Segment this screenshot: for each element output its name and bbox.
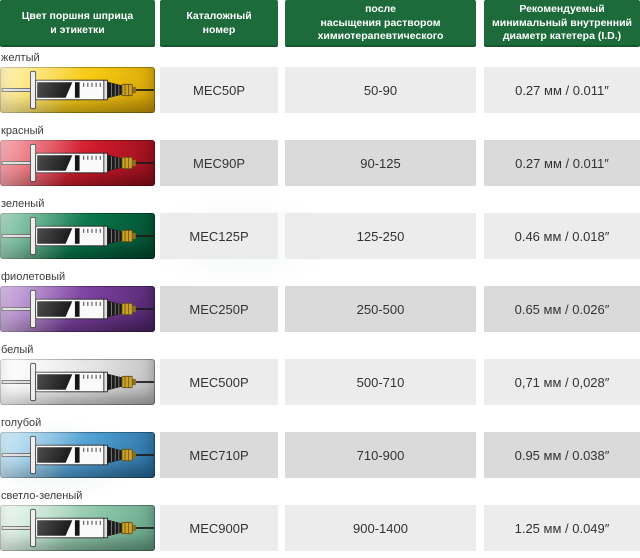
diameter-range-cell: 900-1400 <box>285 505 476 551</box>
catheter-id-cell: 1.25 мм / 0.049″ <box>484 505 640 551</box>
header-plunger-color: Цвет поршня шприца и этикетки <box>0 0 155 47</box>
syringe-icon <box>1 289 154 329</box>
syringe-image-blue <box>0 432 155 478</box>
table-header: Цвет поршня шприца и этикетки Каталожный… <box>0 0 640 56</box>
header-microsphere-range: Диапазон диаметров микросфер после насыщ… <box>285 0 476 56</box>
table-body: желтый MEC50P 50-90 0.27 мм / 0.011″ <box>0 47 640 558</box>
catalog-number-cell: MEC250P <box>160 286 278 332</box>
catheter-id-cell: 0.65 мм / 0.026″ <box>484 286 640 332</box>
syringe-image-violet <box>0 286 155 332</box>
catheter-id-cell: 0.27 мм / 0.011″ <box>484 140 640 186</box>
syringe-icon <box>1 508 154 548</box>
catheter-id-cell: 0.27 мм / 0.011″ <box>484 67 640 113</box>
catalog-number-cell: MEC125P <box>160 213 278 259</box>
syringe-image-red <box>0 140 155 186</box>
table-row-white: белый MEC500P 500-710 0,71 мм / 0,028″ <box>0 339 640 412</box>
diameter-range-cell: 500-710 <box>285 359 476 405</box>
row-color-label: голубой <box>1 417 42 429</box>
row-color-label: желтый <box>1 52 40 64</box>
catheter-id-cell: 0.46 мм / 0.018″ <box>484 213 640 259</box>
catheter-id-cell: 0,71 мм / 0,028″ <box>484 359 640 405</box>
diameter-range-cell: 250-500 <box>285 286 476 332</box>
syringe-icon <box>1 435 154 475</box>
header-catheter-id: Рекомендуемый минимальный внутренний диа… <box>484 0 640 47</box>
syringe-icon <box>1 70 154 110</box>
row-color-label: фиолетовый <box>1 271 66 283</box>
catalog-number-cell: MEC500P <box>160 359 278 405</box>
catalog-number-cell: MEC50P <box>160 67 278 113</box>
catalog-number-cell: MEC90P <box>160 140 278 186</box>
header-catalog-number: Каталожный номер <box>160 0 278 47</box>
diameter-range-cell: 710-900 <box>285 432 476 478</box>
diameter-range-cell: 90-125 <box>285 140 476 186</box>
catalog-number-cell: MEC900P <box>160 505 278 551</box>
table-row-yellow: желтый MEC50P 50-90 0.27 мм / 0.011″ <box>0 47 640 120</box>
syringe-icon <box>1 143 154 183</box>
diameter-range-cell: 125-250 <box>285 213 476 259</box>
table-row-violet: фиолетовый MEC250P 250-500 0.65 мм / 0.0 <box>0 266 640 339</box>
row-color-label: светло-зеленый <box>1 490 83 502</box>
table-row-light-green: светло-зеленый MEC900P 900-1400 1.25 мм <box>0 485 640 558</box>
syringe-image-green <box>0 213 155 259</box>
syringe-icon <box>1 362 154 402</box>
syringe-image-white <box>0 359 155 405</box>
diameter-range-cell: 50-90 <box>285 67 476 113</box>
table-row-blue: голубой MEC710P 710-900 0.95 мм / 0.038″ <box>0 412 640 485</box>
catheter-id-cell: 0.95 мм / 0.038″ <box>484 432 640 478</box>
syringe-icon <box>1 216 154 256</box>
row-color-label: зеленый <box>1 198 45 210</box>
syringe-image-yellow <box>0 67 155 113</box>
catalog-number-cell: MEC710P <box>160 432 278 478</box>
table-row-green: зеленый MEC125P 125-250 0.46 мм / 0.018″ <box>0 193 640 266</box>
syringe-image-light-green <box>0 505 155 551</box>
row-color-label: красный <box>1 125 44 137</box>
table-row-red: красный MEC90P 90-125 0.27 мм / 0.011″ <box>0 120 640 193</box>
row-color-label: белый <box>1 344 34 356</box>
